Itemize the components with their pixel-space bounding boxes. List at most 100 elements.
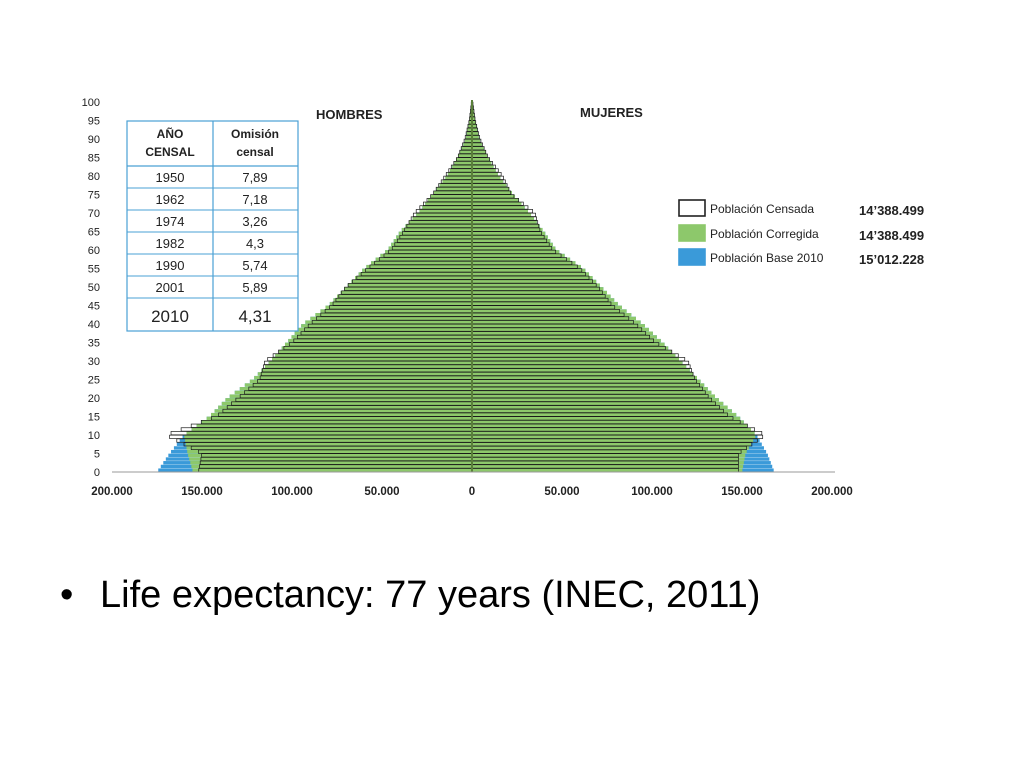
table-omission-1974: 3,26 [242, 214, 267, 229]
corr-bar-men-age-71 [422, 205, 472, 210]
corr-bar-women-age-59 [472, 250, 560, 254]
corr-bar-men-age-50 [347, 283, 472, 287]
corr-bar-men-age-37 [294, 331, 472, 335]
corr-bar-men-age-75 [433, 190, 472, 195]
corr-bar-men-age-19 [225, 398, 472, 402]
legend-swatch-2 [678, 248, 706, 266]
corr-bar-women-age-20 [472, 394, 715, 398]
x-tick-8: 200.000 [811, 486, 853, 498]
corr-bar-women-age-27 [472, 368, 690, 372]
corr-bar-women-age-63 [472, 235, 548, 239]
y-tick-85: 85 [88, 153, 100, 165]
corr-bar-men-age-96 [469, 113, 472, 117]
y-axis-ticks: 0 5 10 15 20 25 30 35 40 45 50 55 60 65 70 75 80 85 90 95 10… [82, 97, 100, 479]
table-header-year-line2: CENSAL [145, 145, 194, 159]
corr-bar-men-age-31 [275, 353, 472, 358]
y-tick-10: 10 [88, 430, 100, 442]
corr-bar-women-age-12 [472, 424, 748, 428]
corr-bar-women-age-49 [472, 287, 604, 291]
corr-bar-women-age-67 [472, 220, 537, 224]
corr-bar-men-age-79 [445, 176, 472, 180]
corr-bar-men-age-94 [468, 120, 472, 125]
corr-bar-women-age-34 [472, 342, 665, 347]
corr-bar-women-age-79 [472, 176, 501, 180]
corr-bar-women-age-46 [472, 298, 615, 302]
corr-bar-men-age-85 [458, 153, 472, 158]
corr-bar-women-age-30 [472, 357, 679, 361]
corr-bar-men-age-14 [206, 416, 472, 421]
corr-bar-men-age-82 [452, 165, 472, 169]
corr-bar-women-age-68 [472, 216, 534, 221]
corr-bar-women-age-64 [472, 231, 546, 236]
corr-bar-men-age-15 [211, 412, 472, 417]
corr-bar-men-age-53 [358, 272, 472, 276]
corr-bar-women-age-52 [472, 276, 593, 280]
corr-bar-women-age-10 [472, 431, 755, 435]
corr-bar-women-age-2 [472, 461, 744, 465]
bullet-text: Life expectancy: 77 years (INEC, 2011) [100, 574, 761, 616]
corr-bar-men-age-59 [385, 250, 472, 254]
corr-bar-men-age-86 [460, 150, 472, 154]
table-header-year-line1: AÑO [157, 126, 184, 141]
corr-bar-women-age-76 [472, 187, 510, 191]
corr-bar-men-age-52 [355, 276, 472, 280]
corr-bar-men-age-91 [466, 131, 472, 136]
y-tick-70: 70 [88, 208, 100, 220]
corr-bar-men-age-72 [425, 202, 472, 206]
x-tick-1: 150.000 [181, 486, 223, 498]
corr-bar-men-age-22 [239, 387, 472, 391]
left-side-label: HOMBRES [316, 107, 383, 122]
corr-bar-women-age-36 [472, 335, 657, 339]
corr-bar-men-age-92 [467, 128, 472, 132]
corr-bar-men-age-6 [186, 446, 472, 450]
corr-bar-men-age-11 [191, 427, 472, 432]
corr-bar-men-age-62 [393, 239, 472, 243]
corr-bar-women-age-89 [472, 139, 481, 143]
corr-bar-women-age-9 [472, 435, 756, 439]
table-year-1950: 1950 [156, 170, 185, 185]
corr-bar-women-age-66 [472, 224, 540, 228]
corr-bar-women-age-1 [472, 464, 744, 469]
corr-bar-men-age-8 [185, 438, 472, 443]
corr-bar-women-age-37 [472, 331, 653, 335]
corr-bar-women-age-16 [472, 409, 732, 413]
corr-bar-men-age-4 [188, 453, 472, 458]
corr-bar-men-age-95 [469, 116, 472, 121]
corr-bar-men-age-34 [284, 342, 472, 347]
table-rows: 1950 7,89 1962 7,18 1974 3,26 1982 4,3 1990 5,74 2… [151, 170, 271, 326]
table-omission-2001: 5,89 [242, 280, 267, 295]
corr-bar-women-age-44 [472, 305, 622, 310]
table-year-1982: 1982 [156, 236, 185, 251]
corr-bar-women-age-62 [472, 239, 551, 243]
corr-bar-women-age-51 [472, 279, 597, 284]
table-omission-1990: 5,74 [242, 258, 267, 273]
corr-bar-women-age-92 [472, 128, 478, 132]
corr-bar-women-age-60 [472, 246, 556, 250]
corr-bar-women-age-24 [472, 379, 701, 384]
corr-bar-women-age-25 [472, 375, 697, 380]
corr-bar-men-age-43 [320, 309, 472, 313]
x-tick-3: 50.000 [364, 486, 399, 498]
corr-bar-women-age-88 [472, 142, 482, 147]
corr-bar-men-age-61 [391, 242, 472, 247]
population-pyramid-chart: 0 5 10 15 20 25 30 35 40 45 50 55 60 65 70 75 80 85 90 95 10… [82, 97, 924, 498]
corr-bar-women-age-31 [472, 353, 676, 358]
corr-bar-women-age-90 [472, 135, 479, 139]
bullet-symbol: • [60, 574, 74, 616]
corr-bar-men-age-35 [288, 338, 472, 343]
corr-bar-men-age-25 [254, 375, 472, 380]
corr-bar-women-age-73 [472, 198, 519, 202]
corr-bar-men-age-78 [442, 179, 472, 184]
corr-bar-men-age-48 [340, 290, 472, 295]
legend: Población Censada 14’388.499 Población Cor… [678, 199, 924, 267]
legend-swatch-0 [678, 199, 706, 217]
corr-bar-men-age-28 [265, 364, 472, 369]
corr-bar-men-age-12 [196, 424, 472, 428]
corr-bar-men-age-18 [221, 401, 472, 406]
corr-bar-women-age-70 [472, 209, 528, 213]
corr-bar-women-age-75 [472, 190, 512, 195]
corr-bar-women-age-96 [472, 113, 475, 117]
corr-bar-men-age-16 [214, 409, 472, 413]
corr-bar-women-age-74 [472, 194, 516, 199]
table-year-1962: 1962 [156, 192, 185, 207]
